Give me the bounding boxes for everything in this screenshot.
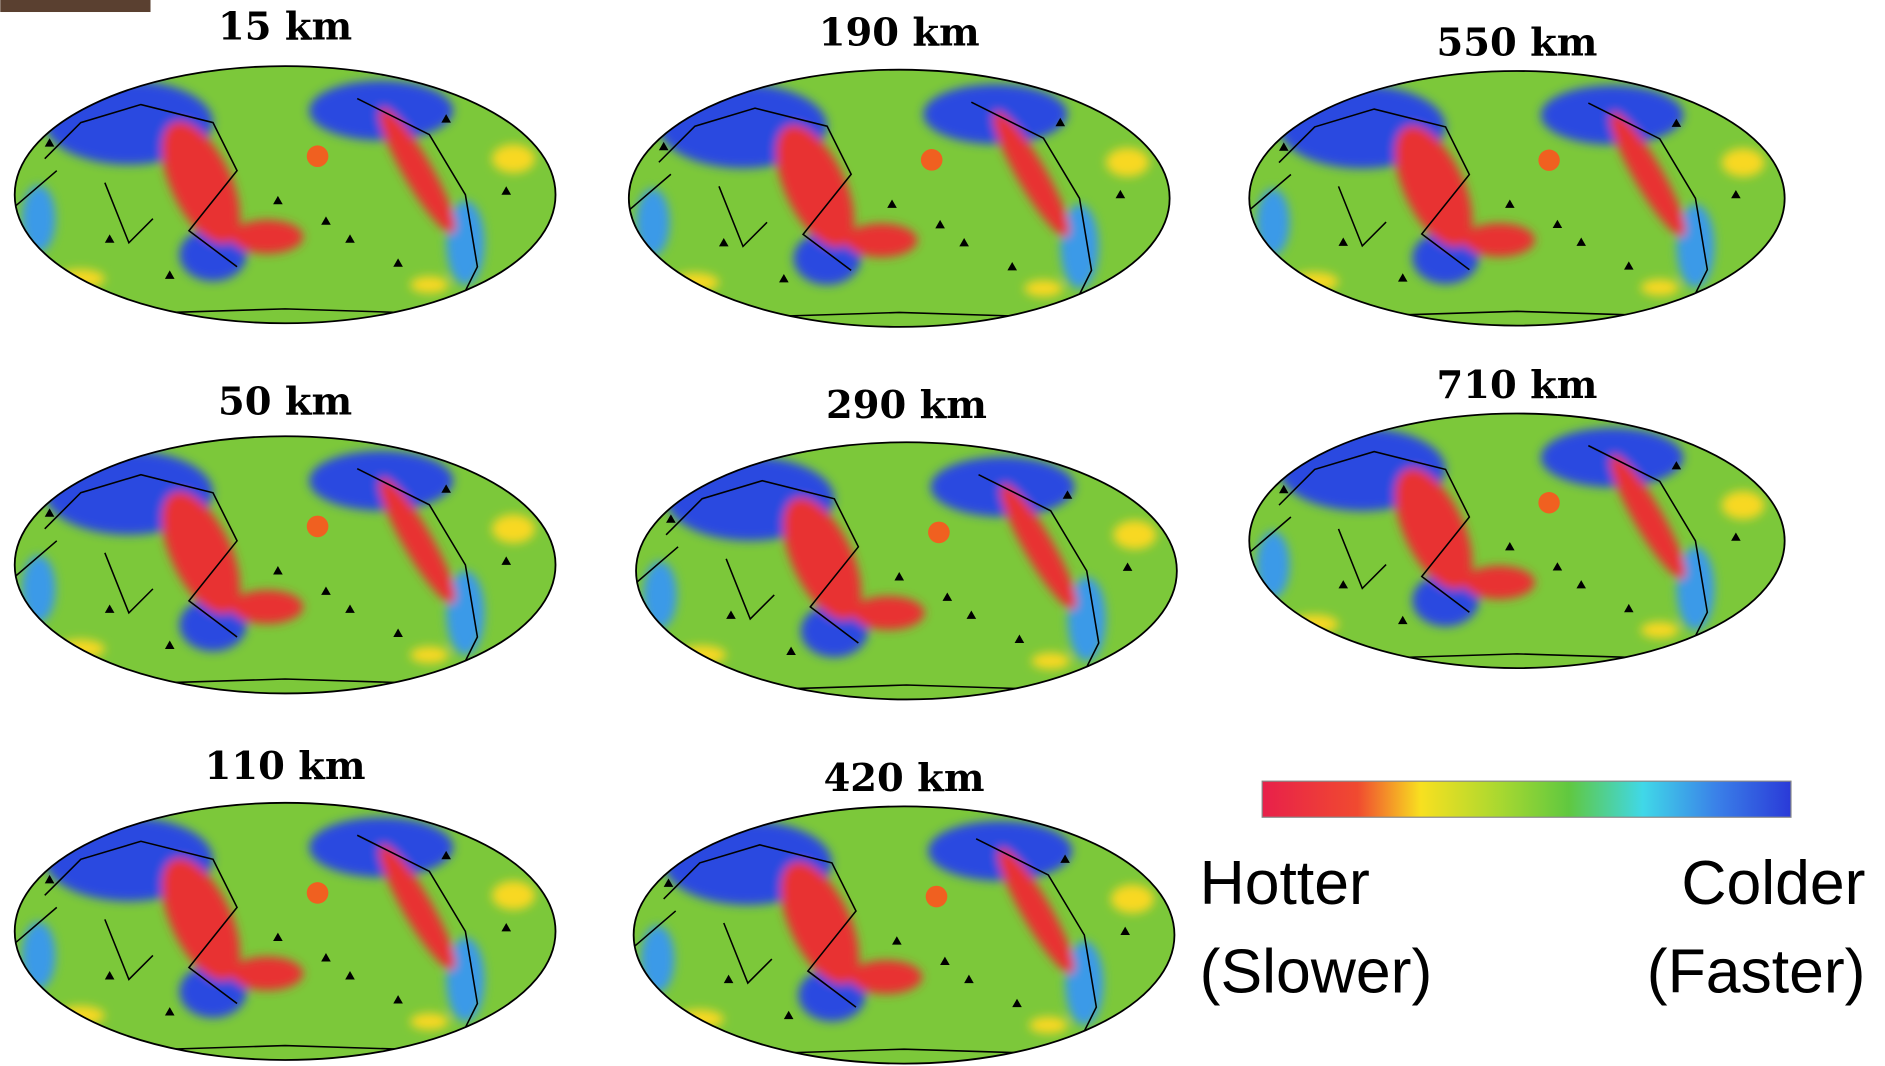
colorbar <box>1262 781 1791 817</box>
legend-text: (Faster) <box>1647 937 1866 1007</box>
panel-label: 15 km <box>218 5 352 50</box>
map <box>634 806 1175 1063</box>
map <box>15 436 556 693</box>
map <box>1249 71 1784 326</box>
map <box>629 70 1170 327</box>
legend-text: Hotter <box>1200 848 1370 918</box>
panel-label: 110 km <box>205 744 366 789</box>
corner-photo <box>0 0 150 12</box>
panel-label: 290 km <box>826 383 987 428</box>
map <box>15 803 556 1060</box>
legend-text: (Slower) <box>1200 937 1433 1007</box>
panel-label: 710 km <box>1437 363 1598 408</box>
page: 15 km 50 km 110 km 190 km 290 km 420 km 550 km… <box>0 0 1885 1066</box>
panel-label: 190 km <box>819 11 980 56</box>
panel-label: 50 km <box>218 380 352 425</box>
map <box>1249 414 1784 669</box>
legend-text: Colder <box>1681 848 1865 918</box>
panel-label: 550 km <box>1437 20 1598 65</box>
figure: 15 km 50 km 110 km 190 km 290 km 420 km 550 km… <box>0 0 1885 1066</box>
map <box>636 442 1177 699</box>
panel-label: 420 km <box>824 756 985 801</box>
panels: 15 km 50 km 110 km 190 km 290 km 420 km 550 km… <box>15 5 1785 1064</box>
map <box>15 66 556 323</box>
